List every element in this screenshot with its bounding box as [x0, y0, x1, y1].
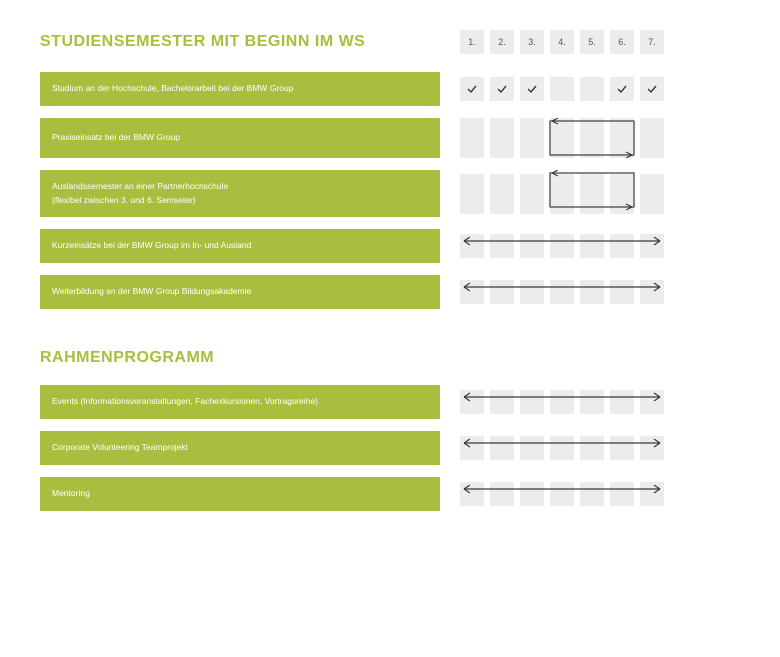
cell: [520, 482, 544, 506]
cell: [520, 436, 544, 460]
check-icon: [610, 77, 634, 101]
row-cells: [460, 477, 664, 511]
cell: [610, 390, 634, 414]
section1-rows: Studium an der Hochschule, Bachelorarbei…: [40, 72, 740, 309]
row-label: Praxiseinsatz bei der BMW Group: [40, 118, 440, 158]
row-label: Auslandssemester an einer Partnerhochsch…: [40, 170, 440, 217]
cell: [580, 118, 604, 158]
semester-header: 1.: [460, 30, 484, 54]
cell: [550, 234, 574, 258]
cell: [490, 390, 514, 414]
cell: [580, 234, 604, 258]
section2-title: RAHMENPROGRAMM: [40, 349, 740, 367]
row-label: Studium an der Hochschule, Bachelorarbei…: [40, 72, 440, 106]
cell: [580, 174, 604, 214]
cell: [460, 482, 484, 506]
cell: [490, 118, 514, 158]
check-icon: [640, 77, 664, 101]
table-row: Corporate Volunteering Teamprojekt: [40, 431, 740, 465]
check-icon: [460, 77, 484, 101]
row-label: Events (Informationsveranstaltungen, Fac…: [40, 385, 440, 419]
row-cells: [460, 229, 664, 263]
row-label: Mentoring: [40, 477, 440, 511]
table-row: Praxiseinsatz bei der BMW Group: [40, 118, 740, 158]
cell: [490, 436, 514, 460]
row-label: Weiterbildung an der BMW Group Bildungsa…: [40, 275, 440, 309]
cell: [550, 482, 574, 506]
cell: [580, 390, 604, 414]
cell: [580, 280, 604, 304]
cell: [550, 118, 574, 158]
cell: [460, 174, 484, 214]
semester-header: 5.: [580, 30, 604, 54]
cell: [640, 174, 664, 214]
table-row: Studium an der Hochschule, Bachelorarbei…: [40, 72, 740, 106]
cell: [640, 280, 664, 304]
cell: [550, 77, 574, 101]
cell: [580, 436, 604, 460]
cell: [580, 482, 604, 506]
check-icon: [490, 77, 514, 101]
cell: [460, 390, 484, 414]
cell: [610, 482, 634, 506]
section2-rows: Events (Informationsveranstaltungen, Fac…: [40, 385, 740, 511]
cell: [520, 280, 544, 304]
cell: [520, 390, 544, 414]
cell: [640, 436, 664, 460]
semester-header: 4.: [550, 30, 574, 54]
cell: [460, 280, 484, 304]
row-cells: [460, 118, 664, 158]
table-row: Weiterbildung an der BMW Group Bildungsa…: [40, 275, 740, 309]
semester-header: 3.: [520, 30, 544, 54]
semester-header: 2.: [490, 30, 514, 54]
cell: [610, 436, 634, 460]
cell: [640, 118, 664, 158]
cell: [550, 436, 574, 460]
cell: [610, 174, 634, 214]
cell: [460, 118, 484, 158]
cell: [520, 174, 544, 214]
check-icon: [520, 77, 544, 101]
cell: [610, 280, 634, 304]
row-cells: [460, 170, 664, 217]
row-cells: [460, 431, 664, 465]
cell: [490, 280, 514, 304]
semester-header: 6.: [610, 30, 634, 54]
row-label: Kurzeinsätze bei der BMW Group im In- un…: [40, 229, 440, 263]
cell: [550, 390, 574, 414]
cell: [490, 234, 514, 258]
cell: [490, 174, 514, 214]
cell: [610, 118, 634, 158]
semester-header: 7.: [640, 30, 664, 54]
cell: [460, 234, 484, 258]
semester-headers: 1.2.3.4.5.6.7.: [460, 30, 664, 54]
section1-title: STUDIENSEMESTER MIT BEGINN IM WS: [40, 33, 440, 51]
cell: [550, 280, 574, 304]
row-cells: [460, 72, 664, 106]
cell: [550, 174, 574, 214]
cell: [640, 390, 664, 414]
cell: [520, 234, 544, 258]
table-row: Events (Informationsveranstaltungen, Fac…: [40, 385, 740, 419]
top-row: STUDIENSEMESTER MIT BEGINN IM WS 1.2.3.4…: [40, 30, 740, 54]
cell: [640, 482, 664, 506]
cell: [640, 234, 664, 258]
cell: [460, 436, 484, 460]
cell: [580, 77, 604, 101]
row-cells: [460, 275, 664, 309]
cell: [490, 482, 514, 506]
cell: [610, 234, 634, 258]
row-label: Corporate Volunteering Teamprojekt: [40, 431, 440, 465]
table-row: Mentoring: [40, 477, 740, 511]
table-row: Auslandssemester an einer Partnerhochsch…: [40, 170, 740, 217]
cell: [520, 118, 544, 158]
row-cells: [460, 385, 664, 419]
table-row: Kurzeinsätze bei der BMW Group im In- un…: [40, 229, 740, 263]
